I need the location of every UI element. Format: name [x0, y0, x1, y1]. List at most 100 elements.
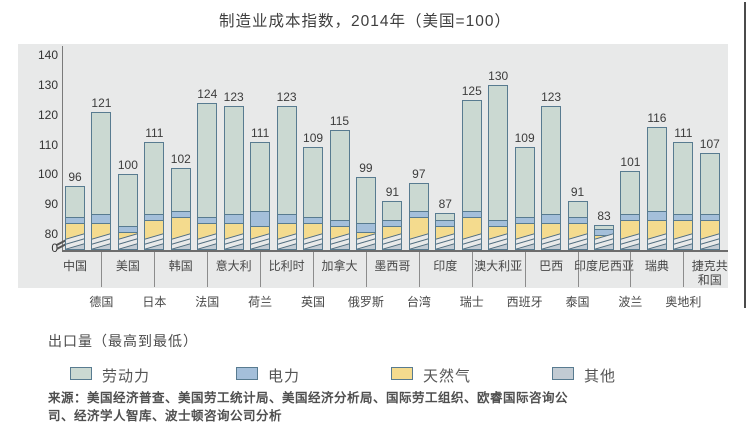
- country-label-中国: 中国: [62, 259, 87, 273]
- country-label-比利时: 比利时: [268, 259, 305, 273]
- category-separator: [260, 252, 262, 287]
- segment-electricity: [383, 220, 402, 227]
- category-separator: [577, 252, 579, 287]
- category-separator: [154, 252, 156, 287]
- bar-俄罗斯: [355, 177, 376, 250]
- segment-electricity: [515, 217, 534, 224]
- bar-法国: [197, 102, 218, 250]
- segment-electricity: [145, 214, 164, 221]
- value-label-英国: 109: [303, 131, 324, 146]
- bar-日本: [144, 141, 165, 250]
- segment-electricity: [489, 220, 508, 227]
- value-label-波兰: 101: [620, 155, 641, 170]
- value-label-瑞士: 125: [461, 83, 482, 98]
- source-line-1: 来源：美国经济普查、美国劳工统计局、美国经济分析局、国际劳工组织、欧睿国际咨询公: [48, 391, 569, 405]
- value-label-法国: 124: [197, 86, 218, 101]
- country-label-加拿大: 加拿大: [321, 259, 358, 273]
- source-text: 来源：美国经济普查、美国劳工统计局、美国经济分析局、国际劳工组织、欧睿国际咨询公…: [48, 389, 648, 425]
- bar-奥地利: [673, 141, 694, 250]
- country-label-意大利: 意大利: [215, 259, 252, 273]
- bar-德国: [91, 111, 112, 250]
- bar-英国: [303, 147, 324, 250]
- y-tick-140: 140: [37, 48, 58, 62]
- segment-electricity: [171, 211, 190, 218]
- legend: 劳动力 电力 天然气 其他: [0, 365, 750, 385]
- value-label-加拿大: 115: [329, 113, 350, 128]
- legend-label-其他: 其他: [584, 368, 617, 385]
- bar-瑞典: [646, 126, 667, 250]
- x-axis-line: [62, 250, 728, 252]
- segment-electricity: [409, 211, 428, 218]
- segment-electricity: [647, 211, 666, 221]
- value-label-德国: 121: [91, 95, 112, 110]
- legend-swatch-天然气: [391, 367, 413, 380]
- legend-swatch-劳动力: [70, 367, 92, 380]
- value-label-澳大利亚: 130: [488, 68, 509, 83]
- category-separator: [683, 252, 685, 287]
- y-tick-100: 100: [37, 167, 58, 182]
- category-separator: [101, 252, 103, 287]
- y-tick-130: 130: [37, 77, 58, 92]
- country-label-印度尼西亚: 印度尼西亚: [573, 259, 634, 273]
- segment-electricity: [277, 214, 296, 224]
- country-label-荷兰: 荷兰: [248, 295, 273, 309]
- bar-捷克共和国: [699, 153, 720, 250]
- bar-西班牙: [514, 147, 535, 250]
- segment-electricity: [251, 211, 270, 227]
- y-tick-80: 80: [44, 227, 58, 241]
- value-label-比利时: 123: [276, 89, 297, 104]
- bar-印度尼西亚: [594, 225, 614, 250]
- value-label-台湾: 97: [412, 167, 426, 182]
- segment-electricity: [66, 217, 84, 224]
- segment-electricity: [436, 220, 455, 227]
- category-separator: [365, 252, 367, 287]
- country-label-澳大利亚: 澳大利亚: [474, 259, 523, 273]
- value-label-意大利: 123: [223, 89, 244, 104]
- segment-electricity: [674, 214, 693, 221]
- value-label-美国: 100: [117, 158, 138, 173]
- category-separator: [471, 252, 473, 287]
- value-label-韩国: 102: [170, 152, 191, 167]
- value-label-西班牙: 109: [514, 131, 535, 146]
- value-label-印度: 87: [438, 197, 452, 212]
- segment-electricity: [462, 211, 481, 218]
- segment-electricity: [568, 217, 587, 224]
- bar-中国: [65, 186, 85, 250]
- segment-electricity: [356, 223, 375, 232]
- value-label-中国: 96: [68, 170, 82, 185]
- bar-加拿大: [329, 129, 350, 250]
- y-tick-zero: 0: [51, 241, 58, 255]
- value-label-泰国: 91: [570, 185, 585, 200]
- y-tick-90: 90: [44, 197, 58, 212]
- segment-electricity: [621, 214, 640, 221]
- bar-墨西哥: [382, 201, 403, 250]
- country-label-墨西哥: 墨西哥: [374, 259, 411, 273]
- segment-electricity: [700, 214, 719, 221]
- country-label-美国: 美国: [115, 259, 140, 273]
- bar-荷兰: [250, 141, 271, 250]
- value-label-奥地利: 111: [674, 125, 693, 140]
- y-tick-120: 120: [37, 107, 58, 122]
- country-label-巴西: 巴西: [539, 259, 564, 273]
- bar-台湾: [408, 183, 429, 250]
- category-separator: [207, 252, 209, 287]
- country-label-捷克共和国: 捷克共和国: [691, 259, 728, 287]
- bar-印度: [435, 213, 456, 250]
- segment-electricity: [224, 214, 243, 224]
- note-export-order: 出口量（最高到最低）: [48, 333, 198, 349]
- bar-意大利: [223, 105, 244, 250]
- segment-electricity: [542, 214, 561, 224]
- country-label-印度: 印度: [433, 259, 458, 273]
- value-label-墨西哥: 91: [385, 185, 400, 200]
- value-label-捷克共和国: 107: [699, 137, 720, 152]
- country-label-俄罗斯: 俄罗斯: [347, 295, 384, 309]
- value-label-荷兰: 111: [251, 125, 270, 140]
- category-separator: [418, 252, 420, 287]
- category-separator: [524, 252, 526, 287]
- bar-瑞士: [461, 99, 482, 250]
- category-separator: [630, 252, 632, 287]
- legend-label-天然气: 天然气: [423, 368, 472, 385]
- y-axis-line: [62, 46, 63, 250]
- country-label-日本: 日本: [142, 295, 167, 309]
